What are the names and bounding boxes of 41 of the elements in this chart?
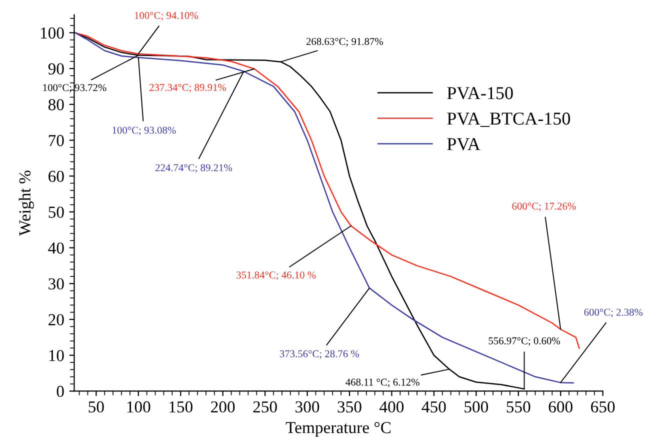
x-tick-label: 200 (211, 401, 235, 413)
x-tick-label: 600 (548, 401, 572, 413)
annotation: 351.84°C; 46.10 % (236, 271, 316, 280)
legend-label: PVA-150 (447, 87, 513, 100)
annotation: 468.11 °C; 6.12% (346, 378, 420, 388)
y-tick-label: 20 (48, 314, 64, 326)
annotation: 268.63°C; 91.87% (306, 38, 384, 47)
x-tick-label: 350 (338, 401, 362, 413)
x-tick-label: 150 (170, 401, 192, 413)
legend-label: PVA_BTCA-150 (447, 112, 570, 127)
annotation: 100°C; 93.72% (43, 84, 106, 93)
annotation: 237.34°C; 89.91% (149, 84, 226, 92)
x-tick-label: 450 (422, 401, 446, 413)
x-axis-title: Temperature °C (286, 422, 391, 437)
x-tick-label: 300 (296, 401, 320, 413)
annotation: 600°C; 17.26% (512, 202, 576, 212)
y-tick-label: 40 (48, 242, 64, 254)
y-axis-title: Weight % (18, 170, 34, 236)
y-tick-label: 70 (48, 134, 64, 146)
y-tick-label: 0 (56, 386, 64, 398)
annotation: 224.74°C; 89.21% (155, 164, 232, 173)
y-tick-label: 90 (48, 63, 64, 74)
y-tick-label: 50 (48, 206, 64, 218)
x-tick-label: 250 (253, 401, 277, 413)
x-tick-label: 550 (506, 401, 530, 413)
y-tick-label: 100 (40, 27, 64, 39)
annotation: 373.56°C; 28.76 % (280, 350, 360, 359)
annotation: 100°C; 94.10% (134, 12, 198, 20)
x-tick-label: 650 (591, 401, 615, 413)
x-tick-label: 500 (464, 401, 488, 413)
annotation: 600°C; 2.38% (584, 308, 643, 318)
x-tick-label: 100 (127, 401, 150, 413)
y-tick-label: 80 (48, 99, 64, 110)
y-tick-label: 30 (48, 278, 64, 290)
annotation: 556.97°C; 0.60% (488, 337, 560, 346)
y-tick-label: 60 (48, 170, 64, 182)
x-tick-label: 400 (380, 401, 404, 413)
legend-label: PVA (447, 138, 480, 150)
annotation: 100°C; 93.08% (112, 126, 176, 136)
x-tick-label: 50 (88, 401, 104, 413)
y-tick-label: 10 (49, 350, 64, 362)
